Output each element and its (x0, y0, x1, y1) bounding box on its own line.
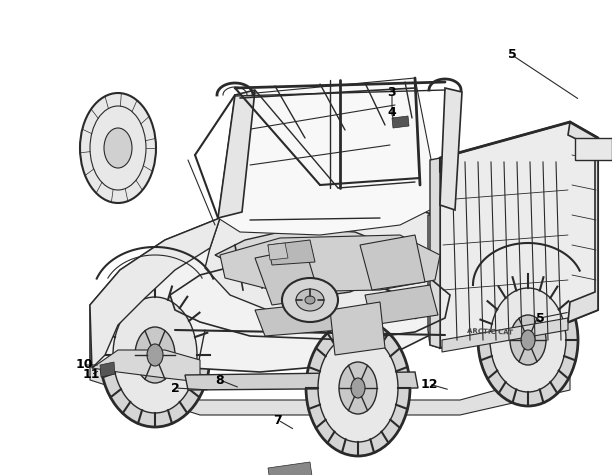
Ellipse shape (80, 93, 156, 203)
Ellipse shape (521, 330, 535, 350)
Polygon shape (360, 235, 425, 290)
Text: 3: 3 (387, 86, 397, 99)
Text: 11: 11 (82, 369, 100, 381)
Ellipse shape (351, 378, 365, 398)
Polygon shape (185, 372, 418, 390)
Ellipse shape (339, 362, 377, 414)
Ellipse shape (490, 288, 566, 392)
Text: 8: 8 (215, 373, 225, 387)
Ellipse shape (135, 327, 175, 383)
Polygon shape (218, 78, 440, 235)
Text: 5: 5 (536, 312, 545, 324)
Polygon shape (428, 158, 440, 348)
Polygon shape (90, 218, 220, 368)
Ellipse shape (113, 297, 197, 413)
Ellipse shape (100, 283, 210, 427)
Ellipse shape (306, 320, 410, 456)
Polygon shape (442, 318, 568, 352)
Ellipse shape (282, 278, 338, 322)
Polygon shape (255, 248, 320, 305)
Text: 2: 2 (171, 381, 179, 395)
Ellipse shape (318, 334, 398, 442)
Polygon shape (220, 235, 440, 292)
Polygon shape (100, 362, 115, 377)
Text: 12: 12 (420, 378, 438, 390)
Polygon shape (205, 200, 470, 320)
Polygon shape (440, 122, 598, 348)
Ellipse shape (478, 274, 578, 406)
Polygon shape (268, 240, 315, 265)
Ellipse shape (305, 296, 315, 304)
Text: 1: 1 (321, 474, 329, 475)
Text: 7: 7 (274, 414, 282, 427)
Text: 10: 10 (75, 359, 93, 371)
Polygon shape (440, 88, 462, 210)
Polygon shape (90, 200, 475, 375)
Polygon shape (90, 365, 570, 415)
Text: ARCTIC CAT: ARCTIC CAT (467, 328, 513, 336)
Polygon shape (365, 285, 438, 325)
Text: 4: 4 (387, 106, 397, 120)
Ellipse shape (147, 344, 163, 366)
Polygon shape (218, 90, 255, 218)
Polygon shape (350, 260, 380, 282)
Ellipse shape (104, 128, 132, 168)
Polygon shape (568, 122, 598, 322)
Polygon shape (392, 116, 409, 128)
Polygon shape (330, 302, 385, 355)
Ellipse shape (296, 289, 324, 311)
Polygon shape (245, 258, 285, 282)
Polygon shape (268, 243, 288, 260)
Polygon shape (575, 138, 612, 160)
Ellipse shape (510, 315, 546, 365)
Polygon shape (215, 230, 388, 297)
Polygon shape (92, 350, 200, 382)
Polygon shape (255, 302, 340, 336)
Text: 5: 5 (507, 48, 517, 61)
Polygon shape (268, 462, 312, 475)
Polygon shape (430, 158, 440, 348)
